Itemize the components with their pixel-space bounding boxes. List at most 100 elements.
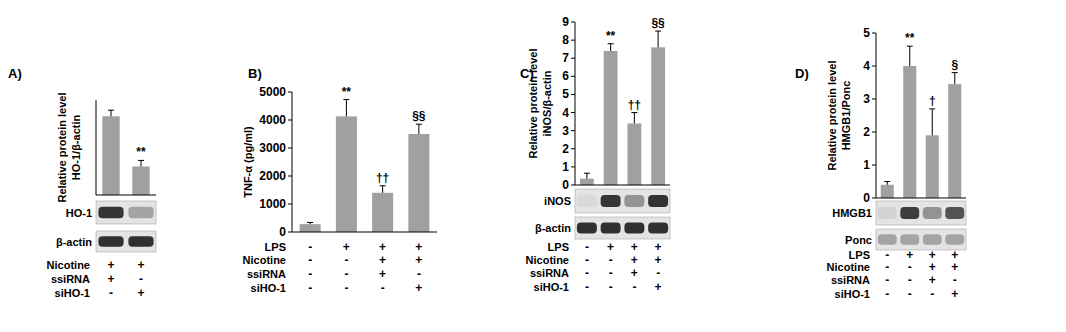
blot-band <box>98 236 123 247</box>
y-tick <box>872 198 876 199</box>
condition-sign: - <box>585 240 589 254</box>
error-bar <box>307 222 313 224</box>
error-bar <box>138 160 144 166</box>
error-cap <box>608 43 614 44</box>
blot-background <box>96 231 156 252</box>
y-tick <box>571 94 575 95</box>
condition-sign: - <box>139 272 143 286</box>
bar <box>627 123 641 185</box>
condition-sign: - <box>609 266 613 280</box>
condition-label: siHO-1 <box>534 281 569 293</box>
figure: A)Relative protein levelHO-1/β-actin**HO… <box>0 0 1066 332</box>
condition-sign: + <box>655 280 662 294</box>
error-stem <box>586 173 587 178</box>
condition-sign: - <box>585 253 589 267</box>
blot-band <box>624 223 644 234</box>
y-tick <box>571 166 575 167</box>
condition-sign: - <box>585 280 589 294</box>
y-tick-label: 4 <box>562 106 569 120</box>
blot-band <box>923 234 942 245</box>
condition-sign: - <box>344 281 348 295</box>
y-tick <box>288 204 292 205</box>
condition-sign: - <box>908 273 912 287</box>
blot-band <box>98 207 123 219</box>
condition-sign: - <box>308 281 312 295</box>
x-axis <box>876 198 966 199</box>
condition-label: LPS <box>265 241 286 253</box>
y-tick <box>872 132 876 133</box>
error-cap <box>884 181 890 182</box>
condition-label: siHO-1 <box>55 287 90 299</box>
condition-sign: + <box>379 240 386 254</box>
error-bar <box>608 44 614 51</box>
condition-label: siHO-1 <box>251 282 286 294</box>
condition-label: ssiRNA <box>247 268 286 280</box>
error-bar <box>952 73 958 85</box>
blot-band <box>624 195 644 207</box>
y-tick <box>288 120 292 121</box>
condition-sign: - <box>308 253 312 267</box>
significance: §§ <box>651 16 665 30</box>
y-tick <box>872 165 876 166</box>
blot-row <box>575 189 670 213</box>
blot-label: Ponc <box>845 234 872 246</box>
blot-band <box>648 223 668 234</box>
blot-band <box>945 234 964 245</box>
y-axis-label: Relative protein level <box>56 92 68 202</box>
condition-sign: + <box>379 267 386 281</box>
condition-sign: + <box>137 258 144 272</box>
bar <box>372 193 393 232</box>
y-axis <box>96 100 97 195</box>
y-tick <box>571 130 575 131</box>
y-tick-label: 0 <box>562 178 569 192</box>
y-tick <box>872 33 876 34</box>
condition-sign: - <box>908 260 912 274</box>
error-bar <box>416 124 422 134</box>
blot-band <box>945 207 964 219</box>
y-tick-label: 1 <box>863 158 870 172</box>
condition-sign: + <box>607 240 614 254</box>
blot-background <box>876 201 966 225</box>
blot-background <box>96 201 156 224</box>
blot-band <box>577 223 597 234</box>
bar <box>132 167 149 196</box>
condition-sign: + <box>631 253 638 267</box>
condition-sign: + <box>415 281 422 295</box>
blot-background <box>575 217 670 239</box>
significance: ** <box>606 29 616 43</box>
blot-band <box>900 234 919 245</box>
y-tick-label: 0 <box>863 191 870 205</box>
error-cap <box>416 124 422 125</box>
condition-sign: - <box>308 267 312 281</box>
blot-band <box>900 207 919 219</box>
error-cap <box>307 222 313 223</box>
error-stem <box>141 160 142 166</box>
bar <box>903 66 916 198</box>
bar <box>408 134 429 232</box>
y-tick-label: 7 <box>562 51 569 65</box>
blot-background <box>575 189 670 213</box>
y-tick <box>288 232 292 233</box>
error-stem <box>954 73 955 85</box>
error-stem <box>111 110 112 116</box>
condition-sign: - <box>885 273 889 287</box>
condition-sign: - <box>585 266 589 280</box>
panel-label: D) <box>795 66 809 81</box>
y-tick-label: 9 <box>562 15 569 29</box>
bar <box>102 116 119 195</box>
y-tick-label: 3000 <box>259 141 286 155</box>
y-tick-label: 2 <box>562 142 569 156</box>
y-tick <box>872 99 876 100</box>
significance: § <box>951 58 958 72</box>
condition-sign: + <box>107 272 114 286</box>
panel: B)TNF-α (pg/ml)**††§§0100020003000400050… <box>242 66 437 295</box>
error-bar <box>343 100 349 117</box>
y-tick <box>872 66 876 67</box>
condition-sign: + <box>655 253 662 267</box>
y-axis <box>292 92 293 232</box>
error-stem <box>346 100 347 117</box>
condition-sign: + <box>379 253 386 267</box>
condition-sign: + <box>929 273 936 287</box>
error-stem <box>658 31 659 47</box>
condition-label: ssiRNA <box>530 267 569 279</box>
